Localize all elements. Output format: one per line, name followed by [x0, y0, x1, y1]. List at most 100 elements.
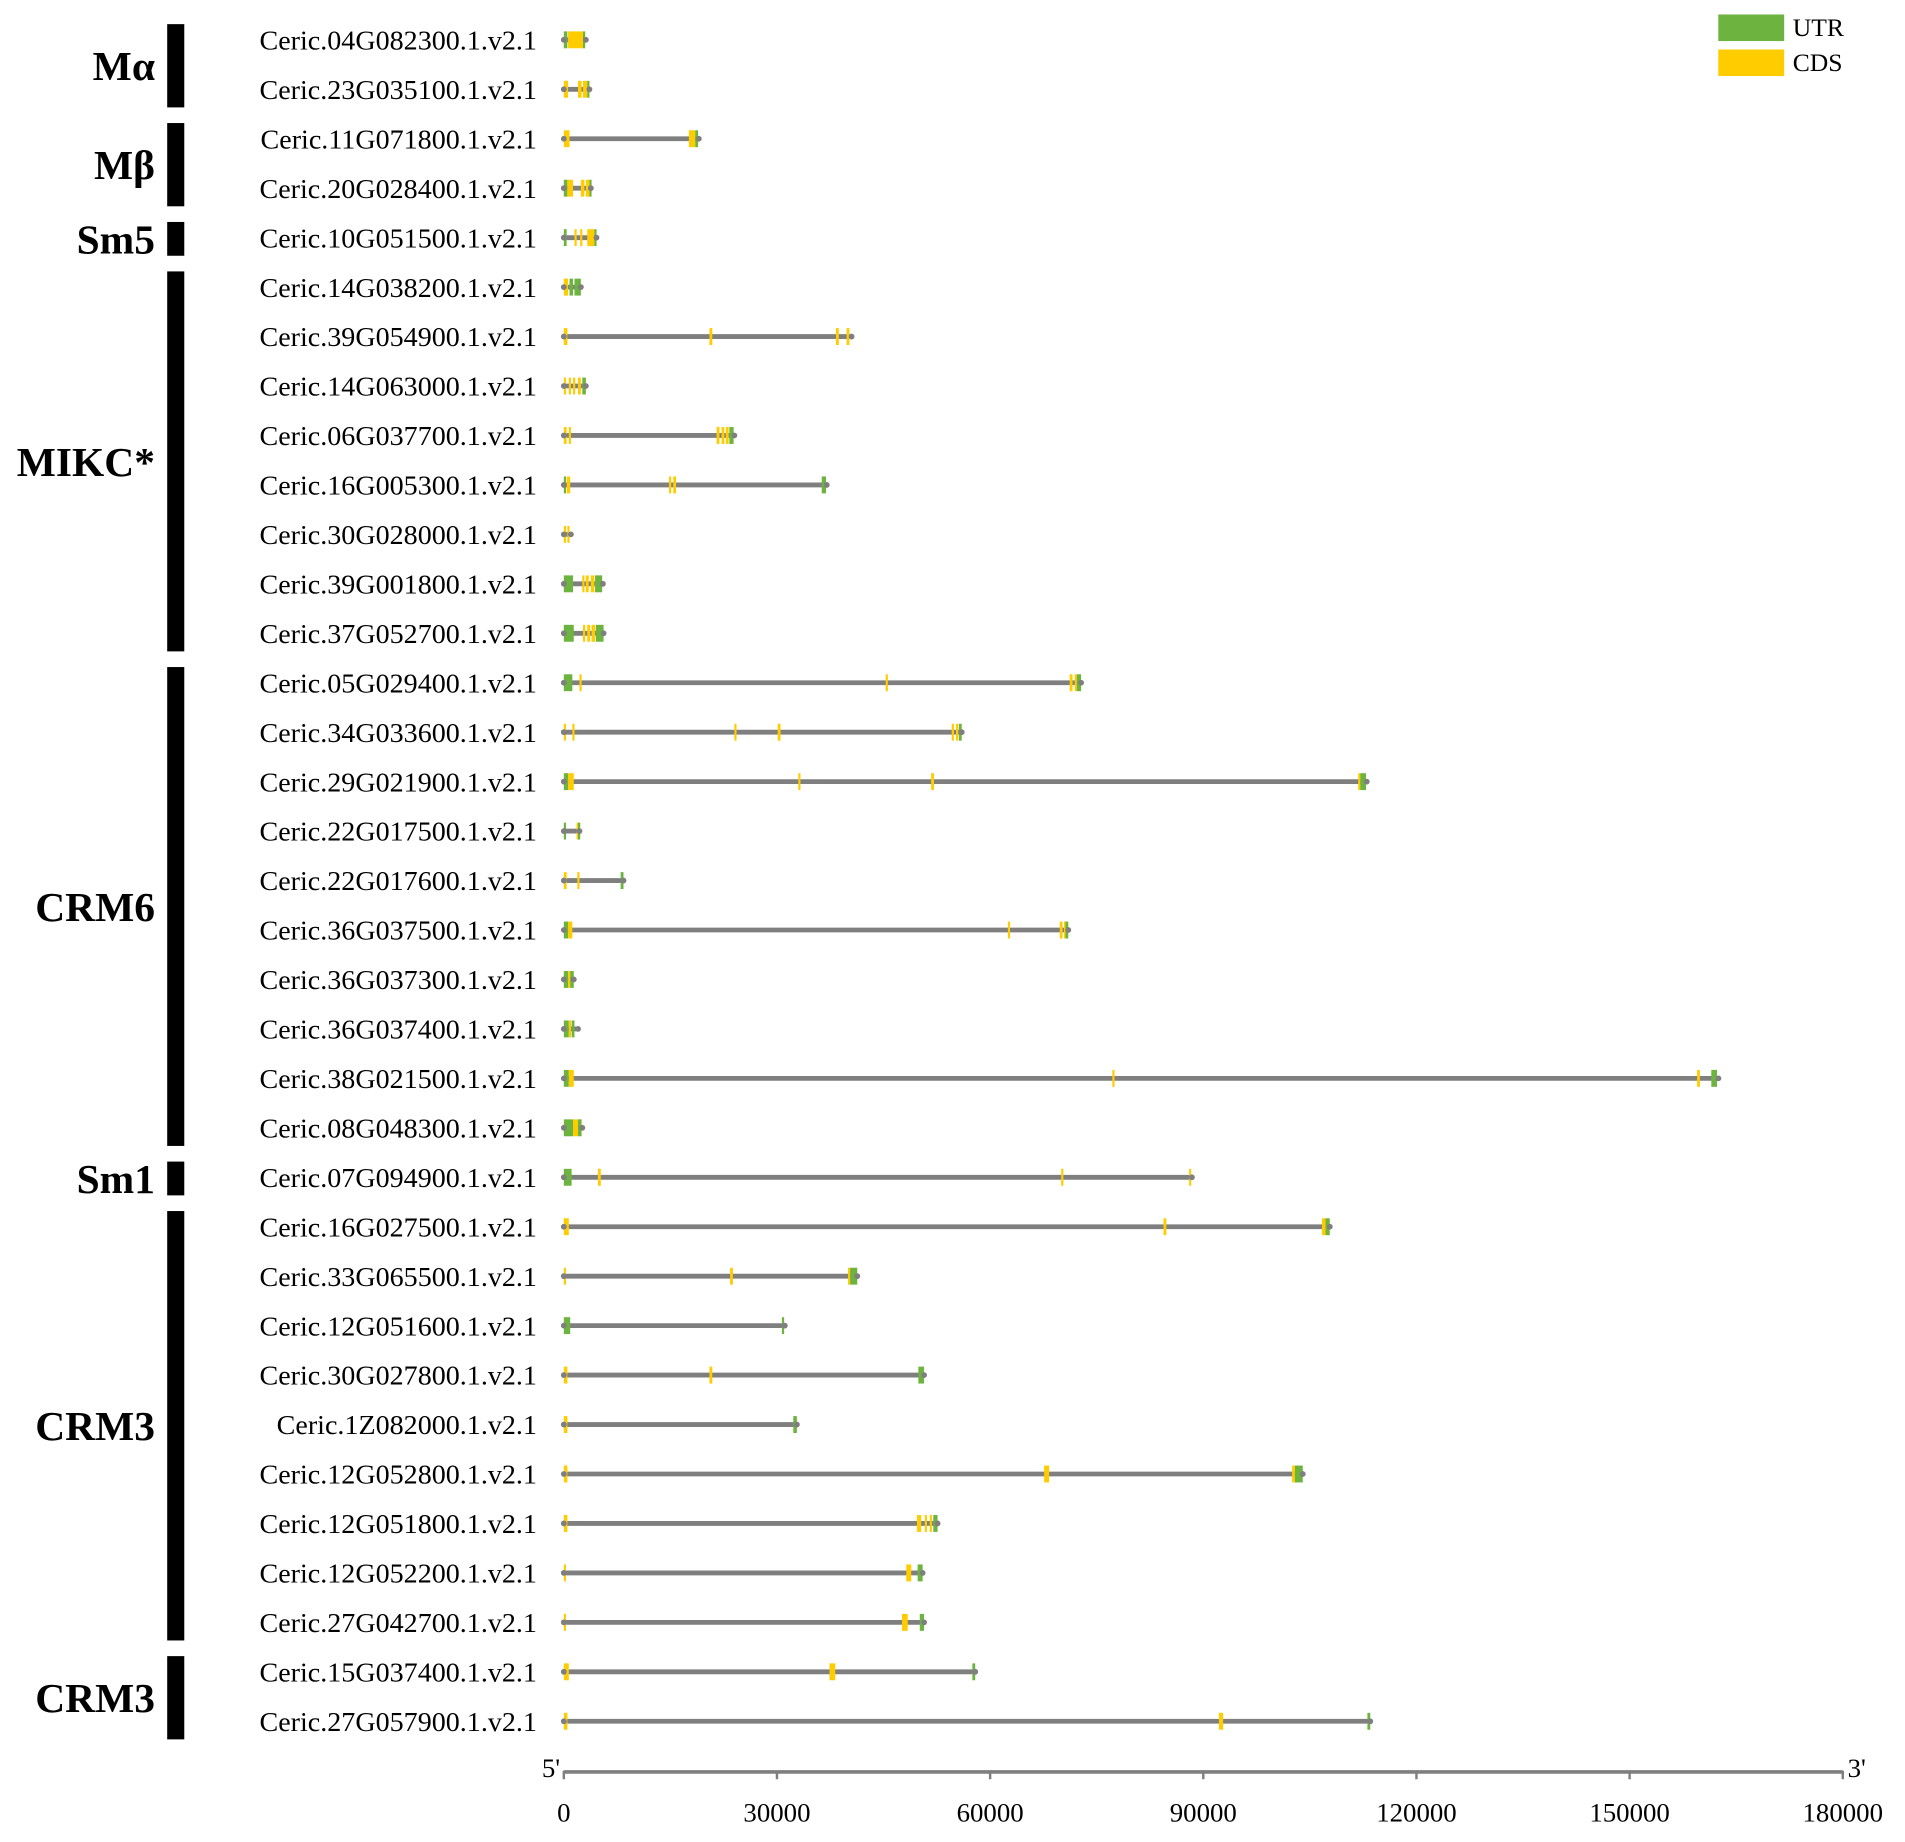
- gene-start-dot: [560, 185, 567, 192]
- cds-segment: [1358, 773, 1361, 791]
- group-label: CRM3: [35, 1675, 155, 1721]
- gene-row: Ceric.30G028000.1.v2.1: [260, 520, 574, 551]
- gene-start-dot: [560, 778, 567, 785]
- gene-end-dot: [823, 482, 830, 488]
- gene-name: Ceric.27G042700.1.v2.1: [260, 1608, 537, 1639]
- gene-end-dot: [1188, 1174, 1195, 1181]
- cds-segment: [587, 229, 595, 247]
- axis-tick-label: 180000: [1803, 1798, 1883, 1828]
- group-annotations: Mα Mβ Sm5 MIKC* CRM6 Sm1 CRM3 CRM3: [17, 24, 185, 1740]
- utr-legend-swatch: [1718, 14, 1785, 42]
- gene-name: Ceric.1Z082000.1.v2.1: [277, 1410, 537, 1441]
- gene-row: Ceric.11G071800.1.v2.1: [261, 125, 702, 155]
- cds-segment: [716, 427, 720, 444]
- gene-end-dot: [934, 1520, 941, 1527]
- cds-segment: [730, 1267, 733, 1285]
- gene-start-dot: [560, 679, 567, 686]
- gene-start-dot: [560, 432, 567, 439]
- gene-end-dot: [577, 284, 584, 291]
- gene-row: Ceric.36G037400.1.v2.1: [260, 1015, 581, 1046]
- cds-segment: [578, 377, 581, 395]
- gene-start-dot: [560, 729, 567, 736]
- position-axis: 0 30000 60000 90000 120000 150000 180000 5' 3': [542, 1753, 1883, 1827]
- gene-start-dot: [560, 580, 567, 587]
- cds-segment: [1064, 921, 1067, 939]
- gene-name: Ceric.20G028400.1.v2.1: [260, 174, 537, 205]
- group-bar: [167, 1211, 185, 1641]
- gene-start-dot: [560, 1570, 567, 1576]
- utr-segment: [595, 575, 603, 593]
- gene-end-dot: [587, 185, 594, 192]
- gene-start-dot: [560, 1718, 567, 1725]
- gene-start-dot: [560, 1421, 567, 1428]
- cds-segment: [709, 328, 713, 346]
- cds-segment: [835, 328, 839, 346]
- gene-row: Ceric.22G017500.1.v2.1: [260, 817, 583, 848]
- gene-start-dot: [560, 1372, 567, 1378]
- cds-segment: [567, 179, 574, 197]
- cds-segment: [580, 229, 583, 247]
- gene-name: Ceric.16G005300.1.v2.1: [260, 471, 537, 502]
- gene-name: Ceric.39G001800.1.v2.1: [260, 570, 537, 601]
- gene-start-dot: [560, 135, 567, 142]
- gene-end-dot: [586, 86, 593, 93]
- gene-row: Ceric.36G037300.1.v2.1: [260, 965, 577, 996]
- gene-start-dot: [560, 1322, 567, 1329]
- gene-name: Ceric.29G021900.1.v2.1: [260, 767, 537, 798]
- cds-segment: [1112, 1069, 1115, 1087]
- gene-name: Ceric.38G021500.1.v2.1: [260, 1064, 537, 1095]
- gene-end-dot: [781, 1322, 788, 1329]
- gene-row: Ceric.34G033600.1.v2.1: [260, 718, 965, 749]
- axis-tick-label: 90000: [1170, 1798, 1237, 1828]
- gene-row: Ceric.08G048300.1.v2.1: [260, 1114, 586, 1144]
- cds-segment: [725, 427, 729, 444]
- cds-segment: [709, 1366, 713, 1384]
- cds-segment: [568, 971, 571, 988]
- gene-row: Ceric.06G037700.1.v2.1: [260, 421, 738, 452]
- gene-name: Ceric.10G051500.1.v2.1: [260, 223, 537, 254]
- cds-segment: [578, 80, 582, 98]
- utr-segment: [574, 278, 581, 296]
- gene-start-dot: [560, 1124, 567, 1131]
- cds-segment: [566, 476, 571, 494]
- cds-segment: [597, 1168, 601, 1186]
- gene-end-dot: [1367, 1718, 1374, 1725]
- gene-end-dot: [1065, 927, 1072, 933]
- group-bar: [167, 24, 185, 108]
- cds-segment: [1069, 674, 1073, 692]
- cds-segment: [848, 1267, 851, 1285]
- cds-segment: [568, 31, 583, 49]
- gene-start-dot: [560, 86, 567, 93]
- gene-name: Ceric.14G063000.1.v2.1: [260, 372, 537, 403]
- group-label: Sm1: [77, 1156, 155, 1202]
- gene-name: Ceric.36G037400.1.v2.1: [260, 1015, 537, 1046]
- cds-segment: [590, 575, 595, 593]
- group-label: Mα: [93, 43, 155, 89]
- gene-name: Ceric.05G029400.1.v2.1: [260, 669, 537, 700]
- cds-segment: [924, 1515, 927, 1532]
- gene-end-dot: [793, 1421, 800, 1428]
- gene-end-dot: [567, 531, 574, 538]
- cds-legend-swatch: [1718, 49, 1785, 77]
- gene-end-dot: [921, 1619, 927, 1626]
- cds-segment: [587, 624, 591, 642]
- cds-segment: [1697, 1069, 1700, 1087]
- gene-start-dot: [560, 1223, 567, 1230]
- gene-end-dot: [575, 1026, 581, 1032]
- group-label: MIKC*: [17, 439, 155, 485]
- utr-segment: [1360, 773, 1366, 791]
- cds-segment: [582, 80, 588, 98]
- axis-tick-label: 120000: [1376, 1798, 1456, 1828]
- cds-segment: [572, 723, 575, 741]
- gene-row: Ceric.30G027800.1.v2.1: [260, 1361, 927, 1392]
- gene-end-dot: [620, 877, 627, 884]
- cds-segment: [956, 723, 959, 741]
- cds-segment: [591, 624, 596, 642]
- axis-tick-label: 30000: [743, 1798, 810, 1828]
- axis-tick-label: 0: [557, 1798, 570, 1828]
- cds-segment: [931, 773, 934, 791]
- cds-segment: [829, 1663, 836, 1681]
- gene-end-dot: [972, 1668, 979, 1675]
- utr-segment: [563, 674, 573, 692]
- gene-end-dot: [919, 1570, 926, 1576]
